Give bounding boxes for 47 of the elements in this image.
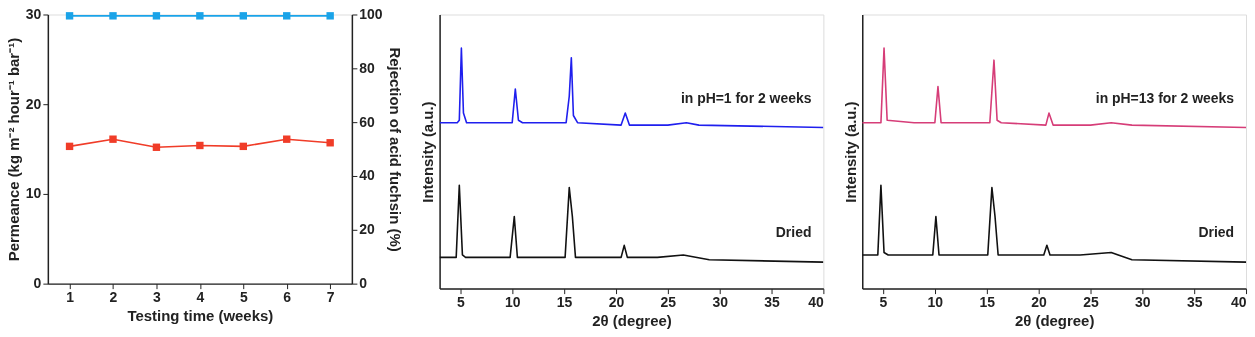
series-label: in pH=1 for 2 weeks [680, 89, 812, 106]
x-tick-label: 40 [808, 294, 825, 311]
x-tick-label: 20 [1031, 294, 1048, 311]
y2-tick-label: 60 [359, 113, 376, 130]
series-label: Dried [775, 224, 812, 241]
x-tick-label: 10 [927, 294, 944, 311]
x-tick-label: 25 [1083, 294, 1099, 311]
x-tick-label: 20 [608, 294, 625, 311]
y-axis-title: Intensity (a.u.) [841, 101, 859, 203]
y-tick-label: 20 [25, 95, 42, 112]
x-tick-label: 35 [1186, 294, 1203, 311]
y-axis-title: Intensity (a.u.) [419, 101, 437, 203]
x-tick-label: 2 [109, 289, 118, 306]
x-tick-label: 1 [66, 289, 75, 306]
x-tick-label: 3 [153, 289, 162, 306]
y2-tick-label: 20 [359, 221, 376, 238]
x-tick-label: 35 [764, 294, 781, 311]
x-tick-label: 5 [879, 294, 888, 311]
x-tick-label: 10 [504, 294, 521, 311]
y-tick-label: 30 [25, 5, 42, 22]
y-tick-label: 10 [25, 185, 42, 202]
y2-axis-title: Rejection of acid fuchsin (%) [386, 47, 404, 252]
x-tick-label: 25 [660, 294, 677, 311]
x-tick-label: 40 [1231, 294, 1247, 311]
x-tick-label: 15 [556, 294, 573, 311]
x-tick-label: 5 [239, 289, 248, 306]
x-tick-label: 7 [326, 289, 335, 306]
y2-tick-label: 40 [359, 167, 376, 184]
y2-tick-label: 80 [359, 59, 376, 76]
x-tick-label: 30 [1135, 294, 1151, 311]
x-tick-label: 15 [979, 294, 996, 311]
x-tick-label: 6 [283, 289, 292, 306]
x-axis-title: 2θ (degree) [592, 311, 672, 329]
x-tick-label: 30 [712, 294, 729, 311]
y2-tick-label: 100 [359, 5, 383, 22]
x-axis-title: Testing time (weeks) [127, 307, 274, 325]
point [326, 139, 334, 147]
y2-tick-label: 0 [359, 275, 368, 292]
series-label: in pH=13 for 2 weeks [1095, 89, 1235, 106]
y-tick-label: 0 [33, 275, 42, 292]
x-tick-label: 5 [456, 294, 465, 311]
x-tick-label: 4 [196, 289, 205, 306]
y-axis-title: Permeance (kg m⁻² hour⁻¹ bar⁻¹) [4, 37, 22, 262]
series-label: Dried [1198, 224, 1235, 241]
x-axis-title: 2θ (degree) [1014, 311, 1095, 329]
point [109, 135, 117, 143]
point [283, 135, 291, 143]
